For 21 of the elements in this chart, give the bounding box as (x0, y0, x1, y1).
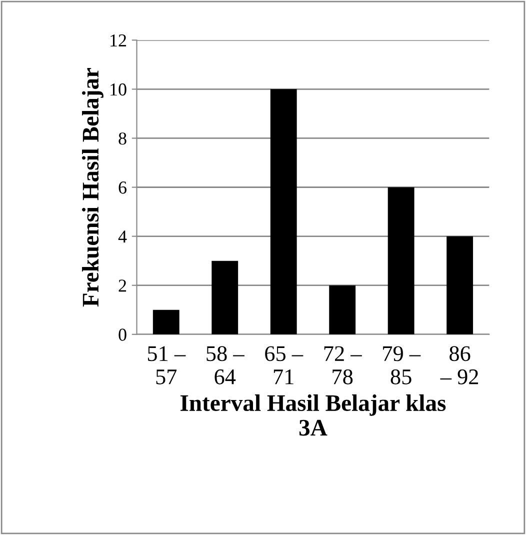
bar (446, 236, 474, 334)
y-tick-label: 10 (110, 83, 126, 96)
x-tick-label: 72 – 78 (324, 346, 362, 384)
bar (329, 285, 356, 334)
bar (388, 187, 414, 334)
y-axis-title: Frekuensi Hasil Belajar (82, 68, 104, 307)
y-tick-label: 6 (118, 182, 126, 194)
x-axis-title: Interval Hasil Belajar klas 3A (180, 394, 446, 436)
y-tick-label: 12 (110, 34, 126, 46)
y-tick-label: 4 (118, 230, 127, 243)
x-tick-label: 58 – 64 (206, 346, 244, 384)
x-tick-label: 51 – 57 (148, 346, 186, 384)
y-tick-label: 2 (118, 280, 126, 292)
x-tick-label: 65 – 71 (265, 346, 304, 384)
bar (212, 260, 238, 334)
x-tick-label: 86 – 92 (440, 346, 478, 384)
y-tick-label: 0 (118, 328, 126, 341)
y-tick-label: 8 (118, 132, 126, 145)
bar (270, 89, 297, 334)
bar (152, 310, 180, 334)
x-tick-label: 79 – 85 (383, 346, 421, 384)
